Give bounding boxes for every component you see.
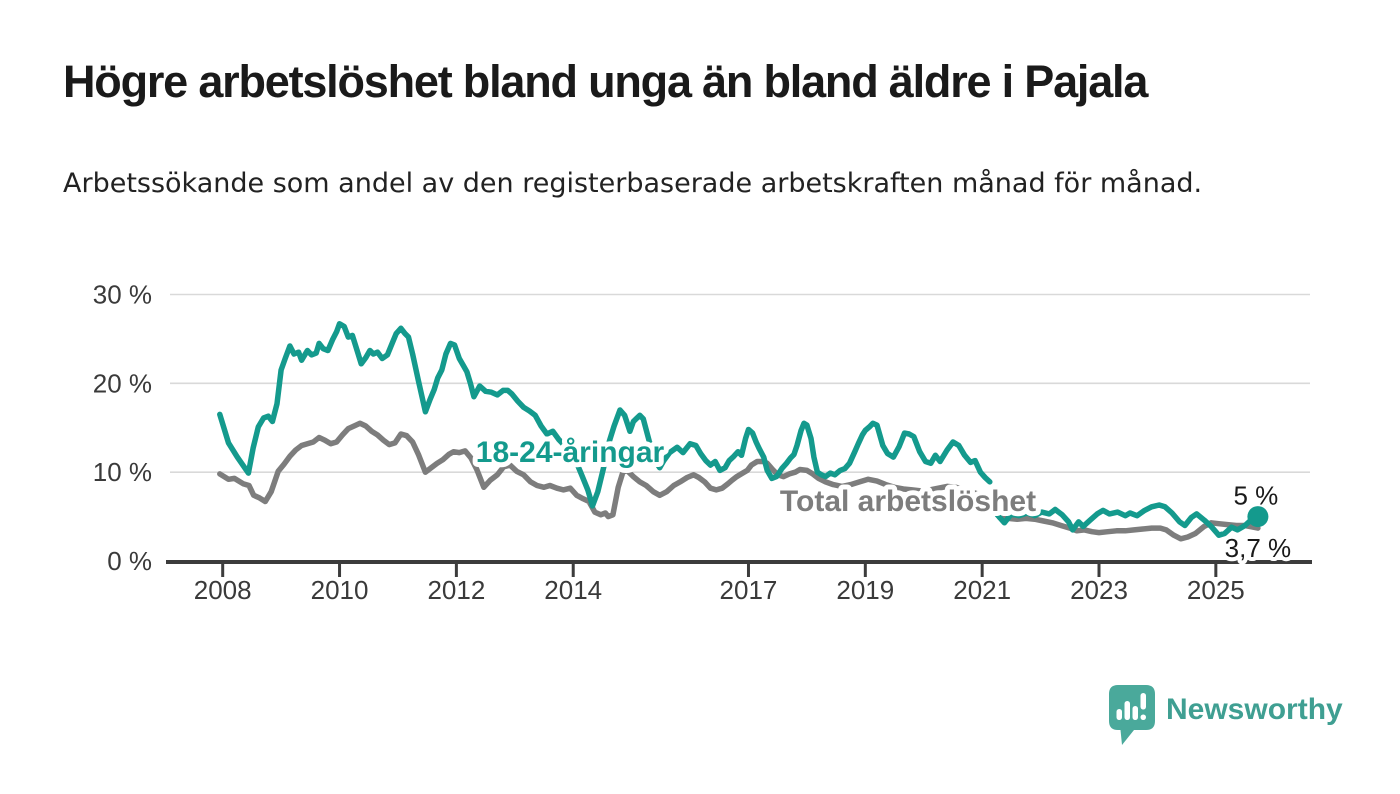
x-tick-label: 2023: [1070, 575, 1128, 605]
brand-wordmark: Newsworthy: [1166, 693, 1343, 726]
x-tick-label: 2019: [836, 575, 894, 605]
end-label-total: 3,7 %: [1225, 533, 1292, 563]
y-tick-label: 20 %: [93, 368, 152, 398]
series-label-total-arbetsloshet: Total arbetslöshet: [780, 485, 1036, 518]
series-line-18-24-åringar: [994, 502, 1261, 538]
y-tick-label: 0 %: [107, 546, 152, 576]
x-tick-label: 2017: [720, 575, 778, 605]
x-tick-label: 2010: [311, 575, 369, 605]
x-tick-label: 2008: [194, 575, 252, 605]
y-tick-label: 30 %: [93, 280, 152, 310]
exclamation-bar: [1140, 693, 1146, 710]
end-label-youth: 5 %: [1233, 481, 1278, 511]
chart-subtitle: Arbetssökande som andel av den registerb…: [63, 168, 1203, 199]
exclamation-dot: [1140, 714, 1146, 720]
x-tick-label: 2012: [427, 575, 485, 605]
series-label-18-24-aringar: 18-24-åringar: [476, 436, 665, 469]
bar-small: [1116, 709, 1122, 720]
y-tick-label: 10 %: [93, 457, 152, 487]
bubble-shape: [1109, 685, 1155, 745]
newsworthy-logo: Newsworthy: [1108, 684, 1343, 747]
end-dot: [1247, 506, 1269, 528]
newsworthy-bubble-icon: [1109, 685, 1155, 745]
series-line-18-24-åringar: [217, 321, 993, 509]
x-tick-label: 2021: [953, 575, 1011, 605]
bar-tall: [1124, 701, 1130, 720]
x-tick-label: 2014: [544, 575, 602, 605]
x-tick-label: 2025: [1187, 575, 1245, 605]
page-title: Högre arbetslöshet bland unga än bland ä…: [63, 56, 1148, 107]
bar-medium: [1132, 706, 1138, 720]
